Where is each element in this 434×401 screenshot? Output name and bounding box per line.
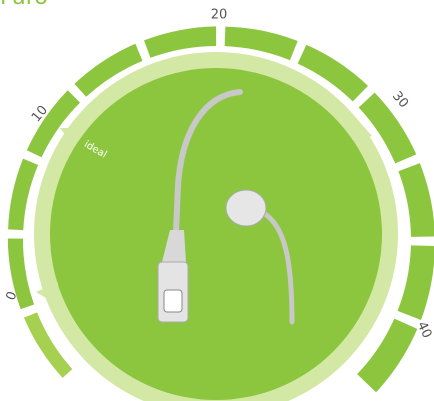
scale-segment — [398, 163, 434, 237]
scale-label: 30 — [389, 89, 411, 111]
scale-segment — [398, 245, 434, 320]
inner-disc — [50, 68, 382, 400]
scale-segment — [8, 159, 38, 230]
scale-label: 40 — [414, 319, 434, 340]
page: Paro 20 10 30 0 40 ideal (() => { const … — [0, 0, 434, 401]
gauge: Paro 20 10 30 0 40 ideal — [0, 0, 434, 401]
title: Paro — [0, 0, 48, 10]
scale-label: 20 — [211, 8, 228, 23]
